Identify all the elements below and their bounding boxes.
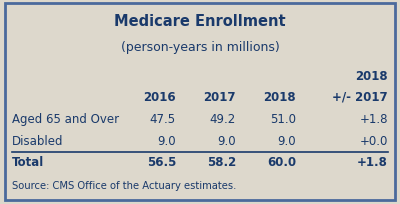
Text: +1.8: +1.8 [357, 156, 388, 169]
Text: Aged 65 and Over: Aged 65 and Over [12, 113, 119, 126]
Text: 56.5: 56.5 [147, 156, 176, 169]
Text: (person-years in millions): (person-years in millions) [121, 41, 279, 54]
Text: 2017: 2017 [204, 91, 236, 104]
Text: 9.0: 9.0 [277, 135, 296, 148]
Text: +/- 2017: +/- 2017 [332, 91, 388, 104]
Text: Total: Total [12, 156, 44, 169]
Text: 2018: 2018 [263, 91, 296, 104]
Text: +0.0: +0.0 [360, 135, 388, 148]
Text: 58.2: 58.2 [207, 156, 236, 169]
Text: Medicare Enrollment: Medicare Enrollment [114, 14, 286, 29]
FancyBboxPatch shape [5, 3, 395, 200]
Text: Source: CMS Office of the Actuary estimates.: Source: CMS Office of the Actuary estima… [12, 181, 236, 191]
Text: 49.2: 49.2 [210, 113, 236, 126]
Text: 2016: 2016 [143, 91, 176, 104]
Text: +1.8: +1.8 [360, 113, 388, 126]
Text: Disabled: Disabled [12, 135, 64, 148]
Text: 9.0: 9.0 [217, 135, 236, 148]
Text: 47.5: 47.5 [150, 113, 176, 126]
Text: 60.0: 60.0 [267, 156, 296, 169]
Text: 2018: 2018 [355, 70, 388, 83]
Text: 51.0: 51.0 [270, 113, 296, 126]
Text: 9.0: 9.0 [157, 135, 176, 148]
